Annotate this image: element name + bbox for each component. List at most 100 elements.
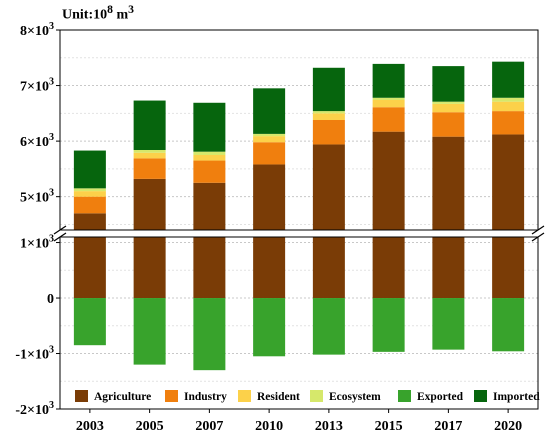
legend-swatch-industry [165, 390, 178, 402]
y-tick-label: 0 [47, 292, 54, 307]
bar-resident [492, 101, 525, 112]
bar-agriculture [253, 164, 286, 230]
bar-ecosystem [133, 150, 166, 153]
bar-ecosystem [432, 101, 465, 104]
bar-ecosystem [372, 97, 405, 100]
bar-resident [133, 152, 166, 159]
legend-label-ecosystem: Ecosystem [329, 391, 381, 403]
bar-agriculture-lower [372, 237, 405, 299]
bar-agriculture-lower [432, 237, 465, 299]
bar-industry [193, 160, 226, 183]
bar-agriculture-lower [492, 237, 525, 299]
y-tick-label: -2×103 [15, 400, 54, 418]
bar-exported [312, 298, 345, 355]
legend: Agriculture Industry Resident Ecosystem Expo… [75, 390, 540, 403]
lower-panel-frame [59, 236, 539, 410]
y-tick-label: 1×103 [20, 234, 54, 252]
y-tick-mantissa: -1×10 [15, 348, 49, 363]
legend-label-agriculture: Agriculture [94, 391, 151, 403]
y-tick-exponent: 3 [49, 345, 54, 356]
y-tick-mantissa: 5×10 [20, 191, 49, 206]
legend-swatch-agriculture [75, 390, 88, 402]
x-tick-label: 2013 [315, 419, 343, 434]
legend-swatch-exported [398, 390, 411, 402]
y-tick-label: 7×103 [20, 77, 54, 95]
bar-resident [372, 100, 405, 108]
y-tick-label: 8×103 [20, 21, 54, 39]
axis-break-mark [53, 225, 67, 235]
axis-layer: 2003 2005 2007 2010 2013 2015 2017 20205×1036×1… [15, 21, 546, 434]
unit-label: Unit:108 m3 [62, 3, 134, 23]
bar-resident [312, 113, 345, 120]
legend-label-exported: Exported [417, 391, 464, 403]
upper-panel-frame [59, 29, 539, 231]
y-tick-mantissa: 0 [47, 292, 54, 307]
y-tick-exponent: 3 [49, 400, 54, 411]
bar-industry [372, 107, 405, 132]
bar-agriculture [193, 182, 226, 230]
bar-resident [432, 103, 465, 113]
bar-resident [253, 136, 286, 143]
bar-agriculture-lower [133, 237, 166, 299]
bar-imported [492, 61, 525, 98]
axis-break-mark [531, 232, 545, 242]
y-tick-mantissa: -2×10 [15, 403, 49, 418]
y-tick-mantissa: 6×10 [20, 135, 49, 150]
x-tick-label: 2007 [195, 419, 223, 434]
y-tick-exponent: 3 [49, 77, 54, 88]
bar-agriculture-lower [193, 237, 226, 299]
bar-ecosystem [492, 97, 525, 102]
x-tick-label: 2020 [494, 419, 522, 434]
y-tick-mantissa: 1×10 [20, 237, 49, 252]
bar-imported [73, 150, 106, 189]
axis-break-mark [53, 232, 67, 242]
x-tick-label: 2010 [255, 419, 283, 434]
bar-imported [312, 67, 345, 112]
x-tick-label: 2003 [76, 419, 104, 434]
bar-industry [492, 111, 525, 135]
bar-exported [372, 298, 405, 352]
x-tick-label: 2015 [375, 419, 403, 434]
bar-exported [133, 298, 166, 365]
y-tick-exponent: 3 [49, 188, 54, 199]
bar-imported [193, 102, 226, 152]
y-tick-label: 6×103 [20, 132, 54, 150]
legend-swatch-ecosystem [310, 390, 323, 402]
bar-exported [73, 298, 106, 346]
x-tick-label: 2017 [434, 419, 462, 434]
bar-ecosystem [253, 133, 286, 137]
x-tick-label: 2005 [136, 419, 164, 434]
bar-imported [372, 63, 405, 98]
bar-imported [432, 66, 465, 102]
bar-exported [492, 298, 525, 352]
y-tick-exponent: 3 [49, 234, 54, 245]
bar-ecosystem [73, 188, 106, 192]
bar-agriculture [492, 134, 525, 230]
bar-exported [432, 298, 465, 350]
bar-agriculture [372, 131, 405, 230]
bar-agriculture [73, 213, 106, 230]
bar-resident [193, 155, 226, 161]
bar-industry [253, 142, 286, 165]
bar-agriculture [432, 136, 465, 230]
bar-industry [312, 120, 345, 145]
bar-agriculture-lower [253, 237, 286, 299]
y-tick-label: -1×103 [15, 345, 54, 363]
bar-agriculture-lower [312, 237, 345, 299]
bar-resident [73, 191, 106, 197]
legend-label-resident: Resident [257, 391, 300, 403]
bar-ecosystem [312, 111, 345, 114]
bar-industry [133, 158, 166, 179]
legend-label-industry: Industry [184, 391, 227, 403]
legend-swatch-resident [238, 390, 251, 402]
bars-layer [73, 61, 525, 371]
bar-industry [432, 112, 465, 137]
bar-imported [253, 88, 286, 134]
bar-imported [133, 100, 166, 150]
y-tick-label: 5×103 [20, 188, 54, 206]
y-tick-mantissa: 7×10 [20, 80, 49, 95]
bar-agriculture-lower [73, 237, 106, 299]
bar-agriculture [312, 144, 345, 230]
y-tick-exponent: 3 [49, 21, 54, 32]
